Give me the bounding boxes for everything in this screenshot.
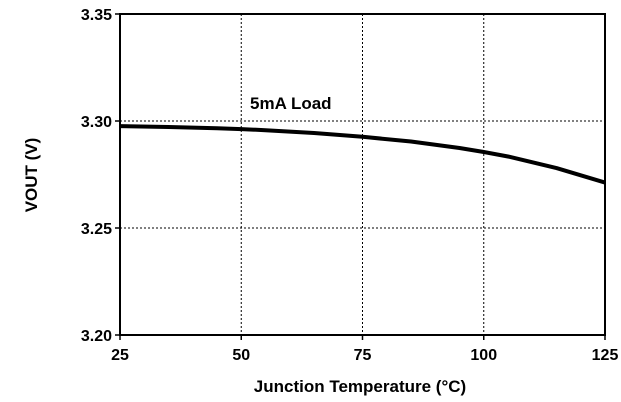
x-tick-label-125: 125 xyxy=(592,347,619,364)
y-tick-label-3.20: 3.20 xyxy=(81,328,112,345)
x-tick-label-100: 100 xyxy=(470,347,497,364)
x-tick-labels: 25 50 75 100 125 xyxy=(111,347,618,364)
y-tick-labels: 3.20 3.25 3.30 3.35 xyxy=(81,7,112,345)
y-axis-title: VOUT (V) xyxy=(22,138,41,213)
x-tick-label-50: 50 xyxy=(232,347,250,364)
x-tick-label-25: 25 xyxy=(111,347,129,364)
x-axis-title: Junction Temperature (°C) xyxy=(254,377,466,396)
annotation-5ma-load: 5mA Load xyxy=(250,94,332,113)
y-tick-label-3.35: 3.35 xyxy=(81,7,112,24)
grid-lines xyxy=(120,14,605,335)
y-tick-label-3.25: 3.25 xyxy=(81,221,112,238)
series-line-vout xyxy=(119,124,606,185)
y-tick-label-3.30: 3.30 xyxy=(81,114,112,131)
tick-marks xyxy=(115,13,606,340)
x-tick-label-75: 75 xyxy=(354,347,372,364)
